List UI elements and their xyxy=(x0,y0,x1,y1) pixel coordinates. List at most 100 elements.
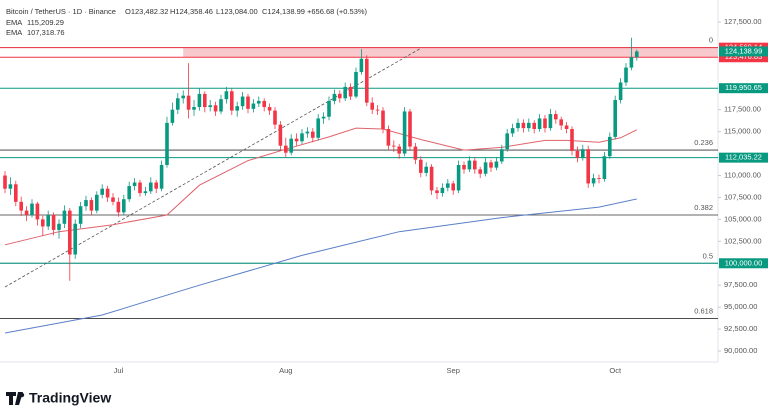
y-tick-label: 115,000.00 xyxy=(724,127,761,136)
candle-body xyxy=(159,164,164,189)
logo-mark xyxy=(6,392,23,405)
brand-name: TradingView xyxy=(29,390,111,406)
fib-label: 0.382 xyxy=(694,203,713,212)
plot-area: 0 0.236 0.382 0.5 0.618 xyxy=(0,36,718,334)
candle-body xyxy=(392,145,396,147)
candle-body xyxy=(170,109,175,123)
candle-body xyxy=(208,105,212,108)
candle-body xyxy=(311,131,315,138)
candle-body xyxy=(127,186,131,200)
candle-body xyxy=(629,57,634,68)
candle-body xyxy=(213,105,218,112)
candle-body xyxy=(532,122,536,130)
candle-body xyxy=(62,210,67,224)
candle-body xyxy=(154,182,158,189)
ohlc-value: +656.68 (+0.53%) xyxy=(307,7,368,16)
candle-body xyxy=(429,166,434,191)
ohlc-value: O123,482.32 xyxy=(125,7,168,16)
legend: Bitcoin / TetherUS · 1D · Binance O123,4… xyxy=(6,7,368,37)
price-label-box xyxy=(719,258,768,269)
candle-body xyxy=(181,95,185,99)
candle-body xyxy=(89,200,94,211)
candle-body xyxy=(289,138,293,153)
brand-logo: TradingView xyxy=(6,390,111,406)
candle-body xyxy=(149,182,153,192)
candle-body xyxy=(251,103,256,109)
candle-body xyxy=(527,122,531,129)
candle-body xyxy=(122,199,126,213)
y-tick-label: 92,500.00 xyxy=(724,324,757,333)
candle-body xyxy=(462,164,466,170)
candle-body xyxy=(494,161,499,168)
indicator-value: 115,209.29 xyxy=(27,18,64,27)
candle-body xyxy=(14,184,18,202)
candle-body xyxy=(354,71,358,97)
candle-body xyxy=(543,118,547,129)
candle-body xyxy=(602,156,607,180)
candle-body xyxy=(284,145,288,153)
x-tick-label: Sep xyxy=(447,366,460,375)
candle-body xyxy=(165,122,169,165)
candle-body xyxy=(564,125,569,130)
candle-body xyxy=(316,118,320,138)
candle-body xyxy=(132,182,137,187)
candle-body xyxy=(100,188,104,195)
candle-body xyxy=(613,100,617,137)
candle-body xyxy=(386,129,391,146)
x-tick-label: Jul xyxy=(114,366,124,375)
candle-body xyxy=(273,110,277,125)
candle-body xyxy=(267,107,272,111)
x-tick-label: Aug xyxy=(279,366,292,375)
candle-body xyxy=(591,178,596,184)
y-tick-label: 95,000.00 xyxy=(724,302,757,311)
candle-body xyxy=(413,146,418,160)
y-tick-label: 110,000.00 xyxy=(724,170,761,179)
candle-body xyxy=(192,107,196,110)
candle-body xyxy=(635,51,639,58)
candle-body xyxy=(46,215,50,227)
candle-body xyxy=(84,200,88,207)
candle-body xyxy=(262,100,266,108)
candle-body xyxy=(489,162,493,168)
candle-body xyxy=(246,96,250,109)
ohlc-value: C124,138.99 xyxy=(262,7,305,16)
candle-body xyxy=(473,160,477,170)
candle-body xyxy=(624,67,628,83)
candle-body xyxy=(176,98,180,110)
candle-body xyxy=(235,106,239,111)
candle-body xyxy=(370,102,374,110)
candle-body xyxy=(435,190,439,194)
candle-body xyxy=(95,194,99,211)
candle-body xyxy=(554,114,558,120)
x-tick-label: Oct xyxy=(609,366,622,375)
candle-body xyxy=(408,111,412,147)
ema-line xyxy=(4,198,637,334)
candle-body xyxy=(257,100,261,104)
indicator-value: 107,318.76 xyxy=(27,28,65,37)
y-tick-label: 117,500.00 xyxy=(724,105,761,114)
candle-body xyxy=(105,188,110,198)
candle-body xyxy=(327,100,331,117)
y-tick-label: 90,000.00 xyxy=(724,346,757,355)
candle-body xyxy=(618,82,623,101)
candle-body xyxy=(478,169,482,174)
candle-body xyxy=(19,201,23,211)
ohlc-value: L123,084.00 xyxy=(216,7,258,16)
candle-body xyxy=(219,99,223,112)
candle-body xyxy=(294,138,299,142)
candle-body xyxy=(397,146,401,154)
candle-body xyxy=(424,166,428,173)
candle-body xyxy=(516,122,520,129)
candle-body xyxy=(305,131,310,134)
candle-body xyxy=(138,182,142,194)
candle-body xyxy=(446,183,450,188)
candle-body xyxy=(570,129,574,151)
candle-body xyxy=(197,93,202,108)
price-label: 100,000.00 xyxy=(725,258,763,267)
candle-body xyxy=(8,184,13,189)
candle-body xyxy=(575,150,580,158)
candle-body xyxy=(278,124,283,146)
y-tick-label: 102,500.00 xyxy=(724,236,762,245)
